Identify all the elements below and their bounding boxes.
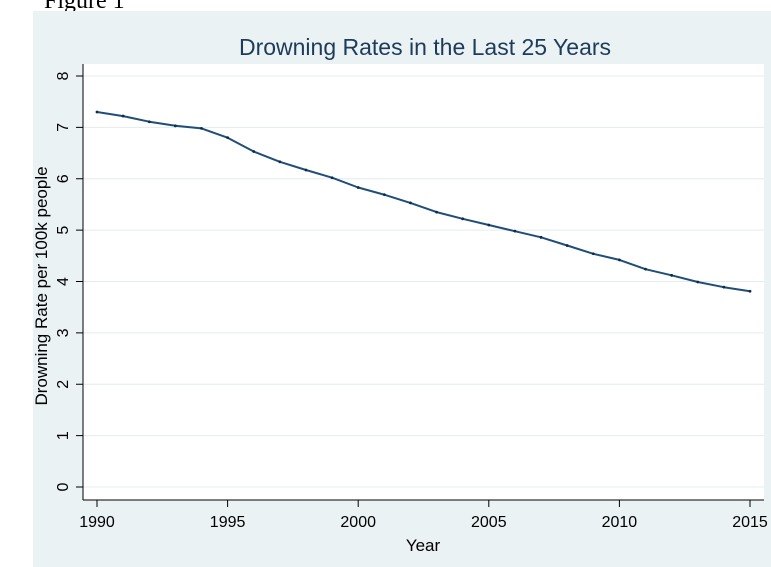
data-point	[696, 280, 700, 284]
y-axis-title: Drowning Rate per 100k people	[32, 166, 51, 405]
y-tick-label: 2	[55, 380, 72, 389]
data-point	[382, 193, 386, 197]
y-tick-label: 4	[55, 277, 72, 286]
y-tick-label: 3	[55, 328, 72, 337]
data-point	[591, 252, 595, 256]
data-point	[330, 176, 334, 180]
x-tick-label: 1990	[79, 514, 115, 531]
data-point	[513, 229, 517, 233]
data-point	[252, 150, 256, 153]
data-point	[304, 168, 308, 172]
x-axis-ticks: 1990 1995 2000 2005 2010 2015	[79, 500, 768, 531]
x-tick-label: 2005	[471, 514, 507, 531]
gridlines	[83, 75, 764, 488]
y-tick-label: 1	[55, 431, 72, 440]
data-point	[173, 124, 177, 128]
y-tick-label: 5	[55, 226, 72, 235]
data-point	[461, 217, 465, 221]
figure-label: Figure 1	[44, 0, 125, 14]
y-tick-label: 7	[55, 123, 72, 132]
x-tick-label: 2000	[340, 514, 376, 531]
data-point	[722, 285, 726, 289]
x-tick-label: 2015	[732, 514, 768, 531]
y-tick-label: 6	[55, 174, 72, 183]
data-point	[121, 114, 125, 118]
data-point	[147, 120, 151, 124]
data-point	[226, 136, 230, 140]
data-point	[565, 244, 569, 247]
data-point	[200, 127, 203, 130]
data-point	[409, 201, 412, 205]
y-tick-label: 0	[55, 482, 72, 491]
x-axis-title: Year	[406, 536, 441, 555]
data-point	[618, 258, 621, 262]
data-point	[644, 267, 647, 271]
x-tick-label: 1995	[210, 514, 246, 531]
series-line	[96, 111, 751, 293]
data-point	[748, 289, 752, 293]
y-tick-label: 8	[55, 71, 72, 80]
x-tick-label: 2010	[602, 514, 638, 531]
series-group	[95, 110, 752, 293]
y-axis-ticks: 0 1 2 3 4 5 6 7 8	[55, 71, 83, 491]
chart-title: Drowning Rates in the Last 25 Years	[239, 34, 611, 60]
data-point	[487, 223, 491, 227]
data-point	[356, 186, 360, 189]
data-point	[95, 110, 99, 114]
data-point	[670, 273, 674, 277]
data-point	[278, 160, 282, 164]
data-point	[435, 210, 438, 214]
data-point	[539, 235, 543, 239]
